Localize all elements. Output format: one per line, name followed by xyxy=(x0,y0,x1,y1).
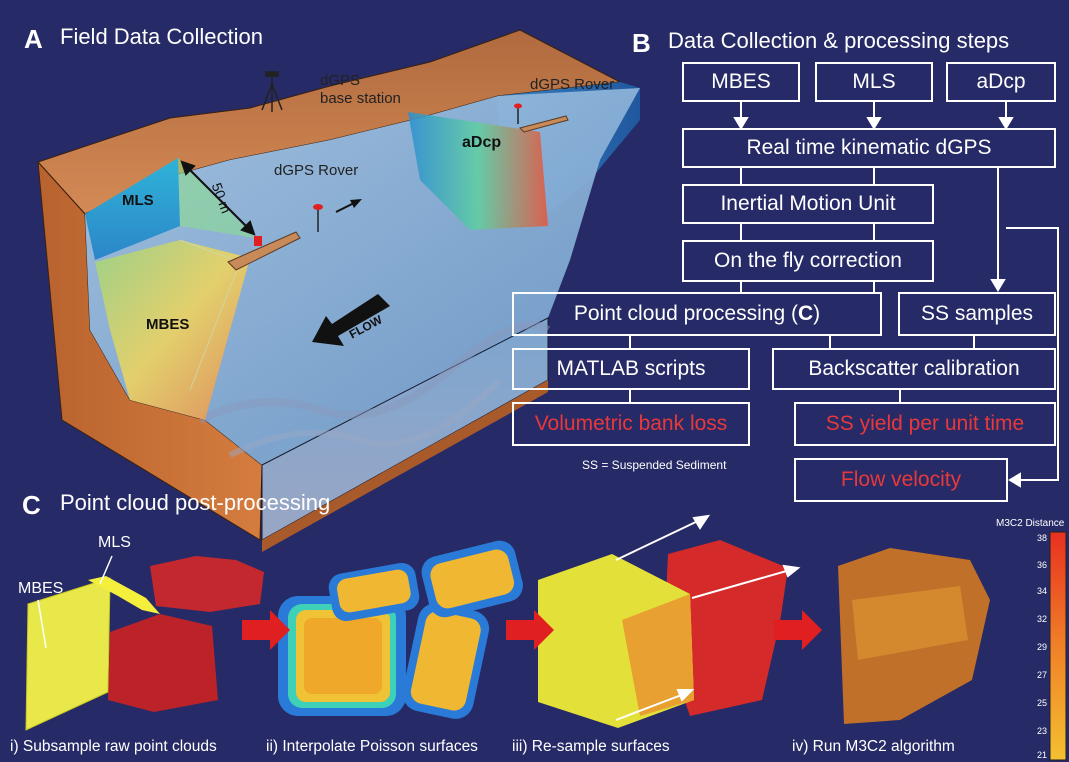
m3c2-color-scale xyxy=(1049,531,1067,761)
step-1-caption: i) Subsample raw point clouds xyxy=(10,738,217,755)
box-mls: MLS xyxy=(815,62,933,102)
boat-main-icon xyxy=(227,204,323,271)
box-flow-velocity: Flow velocity xyxy=(794,458,1008,502)
scale-tick: 21 xyxy=(1037,750,1048,760)
box-backscatter: Backscatter calibration xyxy=(772,348,1056,390)
box-matlab-scripts: MATLAB scripts xyxy=(512,348,750,390)
scale-tick: 32 xyxy=(1037,614,1048,624)
cloud-label-mls: MLS xyxy=(98,534,131,551)
label-adcp: aDcp xyxy=(462,134,502,151)
panel-b-title: Data Collection & processing steps xyxy=(668,28,1010,53)
mbes-point-cloud xyxy=(25,577,111,731)
step-2-caption: ii) Interpolate Poisson surfaces xyxy=(266,738,478,755)
ss-footnote: SS = Suspended Sediment xyxy=(582,458,727,472)
pcp-suffix: ) xyxy=(813,302,821,325)
poisson-surfaces xyxy=(278,540,523,719)
boat-far-icon xyxy=(514,103,569,133)
scale-title: M3C2 Distance xyxy=(996,518,1065,529)
panel-c-letter: C xyxy=(22,490,41,520)
earth-bottom xyxy=(262,380,548,552)
scale-tick: 38 xyxy=(1037,533,1048,543)
panel-a-title: Field Data Collection xyxy=(60,24,263,49)
panel-b-letter: B xyxy=(632,28,651,58)
box-adcp: aDcp xyxy=(946,62,1056,102)
label-mls: MLS xyxy=(122,192,154,209)
label-rover-main: dGPS Rover xyxy=(274,162,359,179)
red-point-cloud-back xyxy=(150,556,264,612)
boat-direction-arrow xyxy=(335,199,362,213)
label-mbes: MBES xyxy=(146,316,190,333)
scale-tick: 27 xyxy=(1037,670,1048,680)
flowchart-connectors xyxy=(629,102,1059,488)
scale-tick: 29 xyxy=(1037,642,1048,652)
step-3-caption: iii) Re-sample surfaces xyxy=(512,738,670,755)
scale-tick: 23 xyxy=(1037,726,1048,736)
label-base-station-1: dGPS xyxy=(320,72,361,89)
base-station-tripod-icon xyxy=(261,71,283,112)
red-point-cloud-front xyxy=(108,614,218,712)
adcp-swath xyxy=(408,112,548,230)
panel-a-letter: A xyxy=(24,24,43,54)
red-arrow-2 xyxy=(506,610,554,650)
box-mbes: MBES xyxy=(682,62,800,102)
red-arrow-3 xyxy=(774,610,822,650)
cloud-label-mbes: MBES xyxy=(18,580,64,597)
box-imu: Inertial Motion Unit xyxy=(682,184,934,224)
label-base-station-2: base station xyxy=(320,90,401,107)
scale-tick: 34 xyxy=(1037,586,1048,596)
scale-tick: 36 xyxy=(1037,560,1048,570)
mls-scan xyxy=(85,158,180,260)
mls-point-cloud xyxy=(88,576,160,614)
pcp-ref: C xyxy=(797,302,814,325)
distance-arrow xyxy=(180,160,256,236)
box-otf-correction: On the fly correction xyxy=(682,240,934,282)
box-ss-yield: SS yield per unit time xyxy=(794,402,1056,446)
pcp-prefix: Point cloud processing ( xyxy=(573,302,798,325)
flow-arrow xyxy=(312,294,390,346)
resampled-surfaces xyxy=(538,540,788,728)
box-point-cloud-processing: Point cloud processing (C) xyxy=(512,292,882,336)
box-rtk-dgps: Real time kinematic dGPS xyxy=(682,128,1056,168)
step-4-caption: iv) Run M3C2 algorithm xyxy=(792,738,955,755)
box-ss-samples: SS samples xyxy=(898,292,1056,336)
red-arrow-1 xyxy=(242,610,290,650)
box-volumetric-bank-loss: Volumetric bank loss xyxy=(512,402,750,446)
scale-tick: 25 xyxy=(1037,698,1048,708)
mbes-swath xyxy=(95,240,250,420)
label-rover-far: dGPS Rover xyxy=(530,76,615,93)
panel-c-title: Point cloud post-processing xyxy=(60,490,331,515)
